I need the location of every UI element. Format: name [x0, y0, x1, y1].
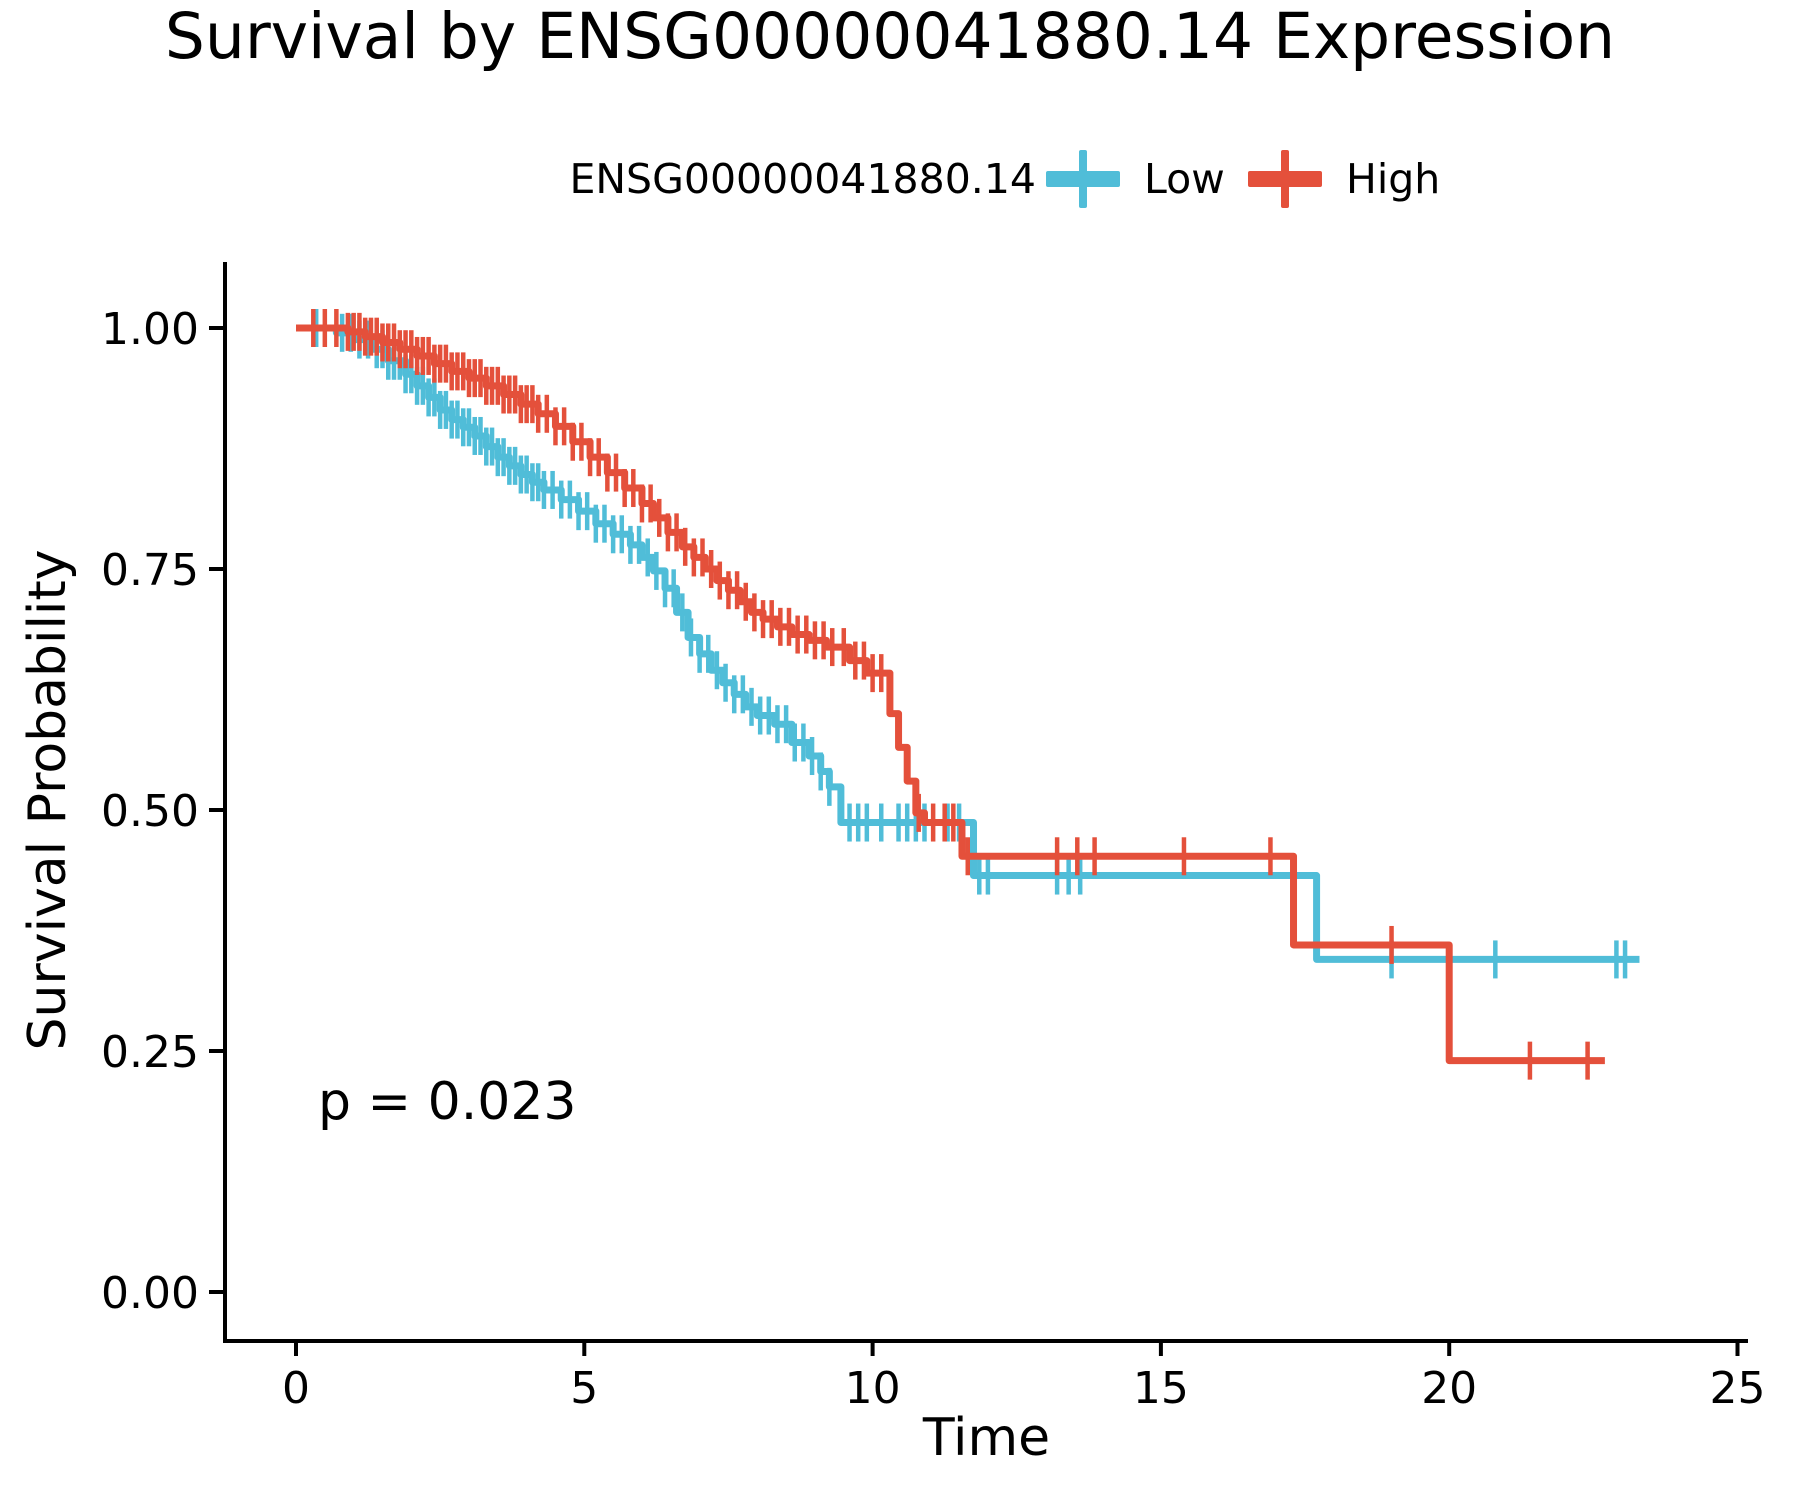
x-axis-title: Time — [922, 1408, 1051, 1468]
y-tick-label: 0.50 — [101, 786, 199, 837]
legend-key-high-hbar — [1248, 171, 1322, 187]
x-tick-label: 20 — [1421, 1363, 1477, 1414]
x-tick-label: 15 — [1133, 1363, 1189, 1414]
y-tick-label: 1.00 — [101, 304, 199, 355]
legend-label-low: Low — [1144, 155, 1225, 203]
y-tick-label: 0.00 — [101, 1268, 199, 1319]
legend-key-high-cross-icon — [1248, 150, 1322, 208]
legend-title: ENSG00000041880.14 — [569, 155, 1036, 203]
y-tick-label: 0.25 — [101, 1027, 199, 1078]
p-value-annotation: p = 0.023 — [318, 1072, 577, 1132]
x-tick-label: 0 — [282, 1363, 310, 1414]
x-tick-label: 5 — [570, 1363, 598, 1414]
legend-key-low-cross-icon — [1046, 150, 1120, 208]
legend-key-low-hbar — [1046, 171, 1120, 187]
legend-label-high: High — [1346, 155, 1441, 203]
page-title: Survival by ENSG00000041880.14 Expressio… — [164, 0, 1616, 73]
y-tick-label: 0.75 — [101, 545, 199, 596]
survival-curve-high — [296, 324, 1605, 1065]
x-tick-label: 10 — [845, 1363, 901, 1414]
x-tick-label: 25 — [1710, 1363, 1766, 1414]
legend: ENSG00000041880.14 Low High — [0, 150, 1800, 208]
y-axis-title: Survival Probability — [18, 549, 78, 1051]
